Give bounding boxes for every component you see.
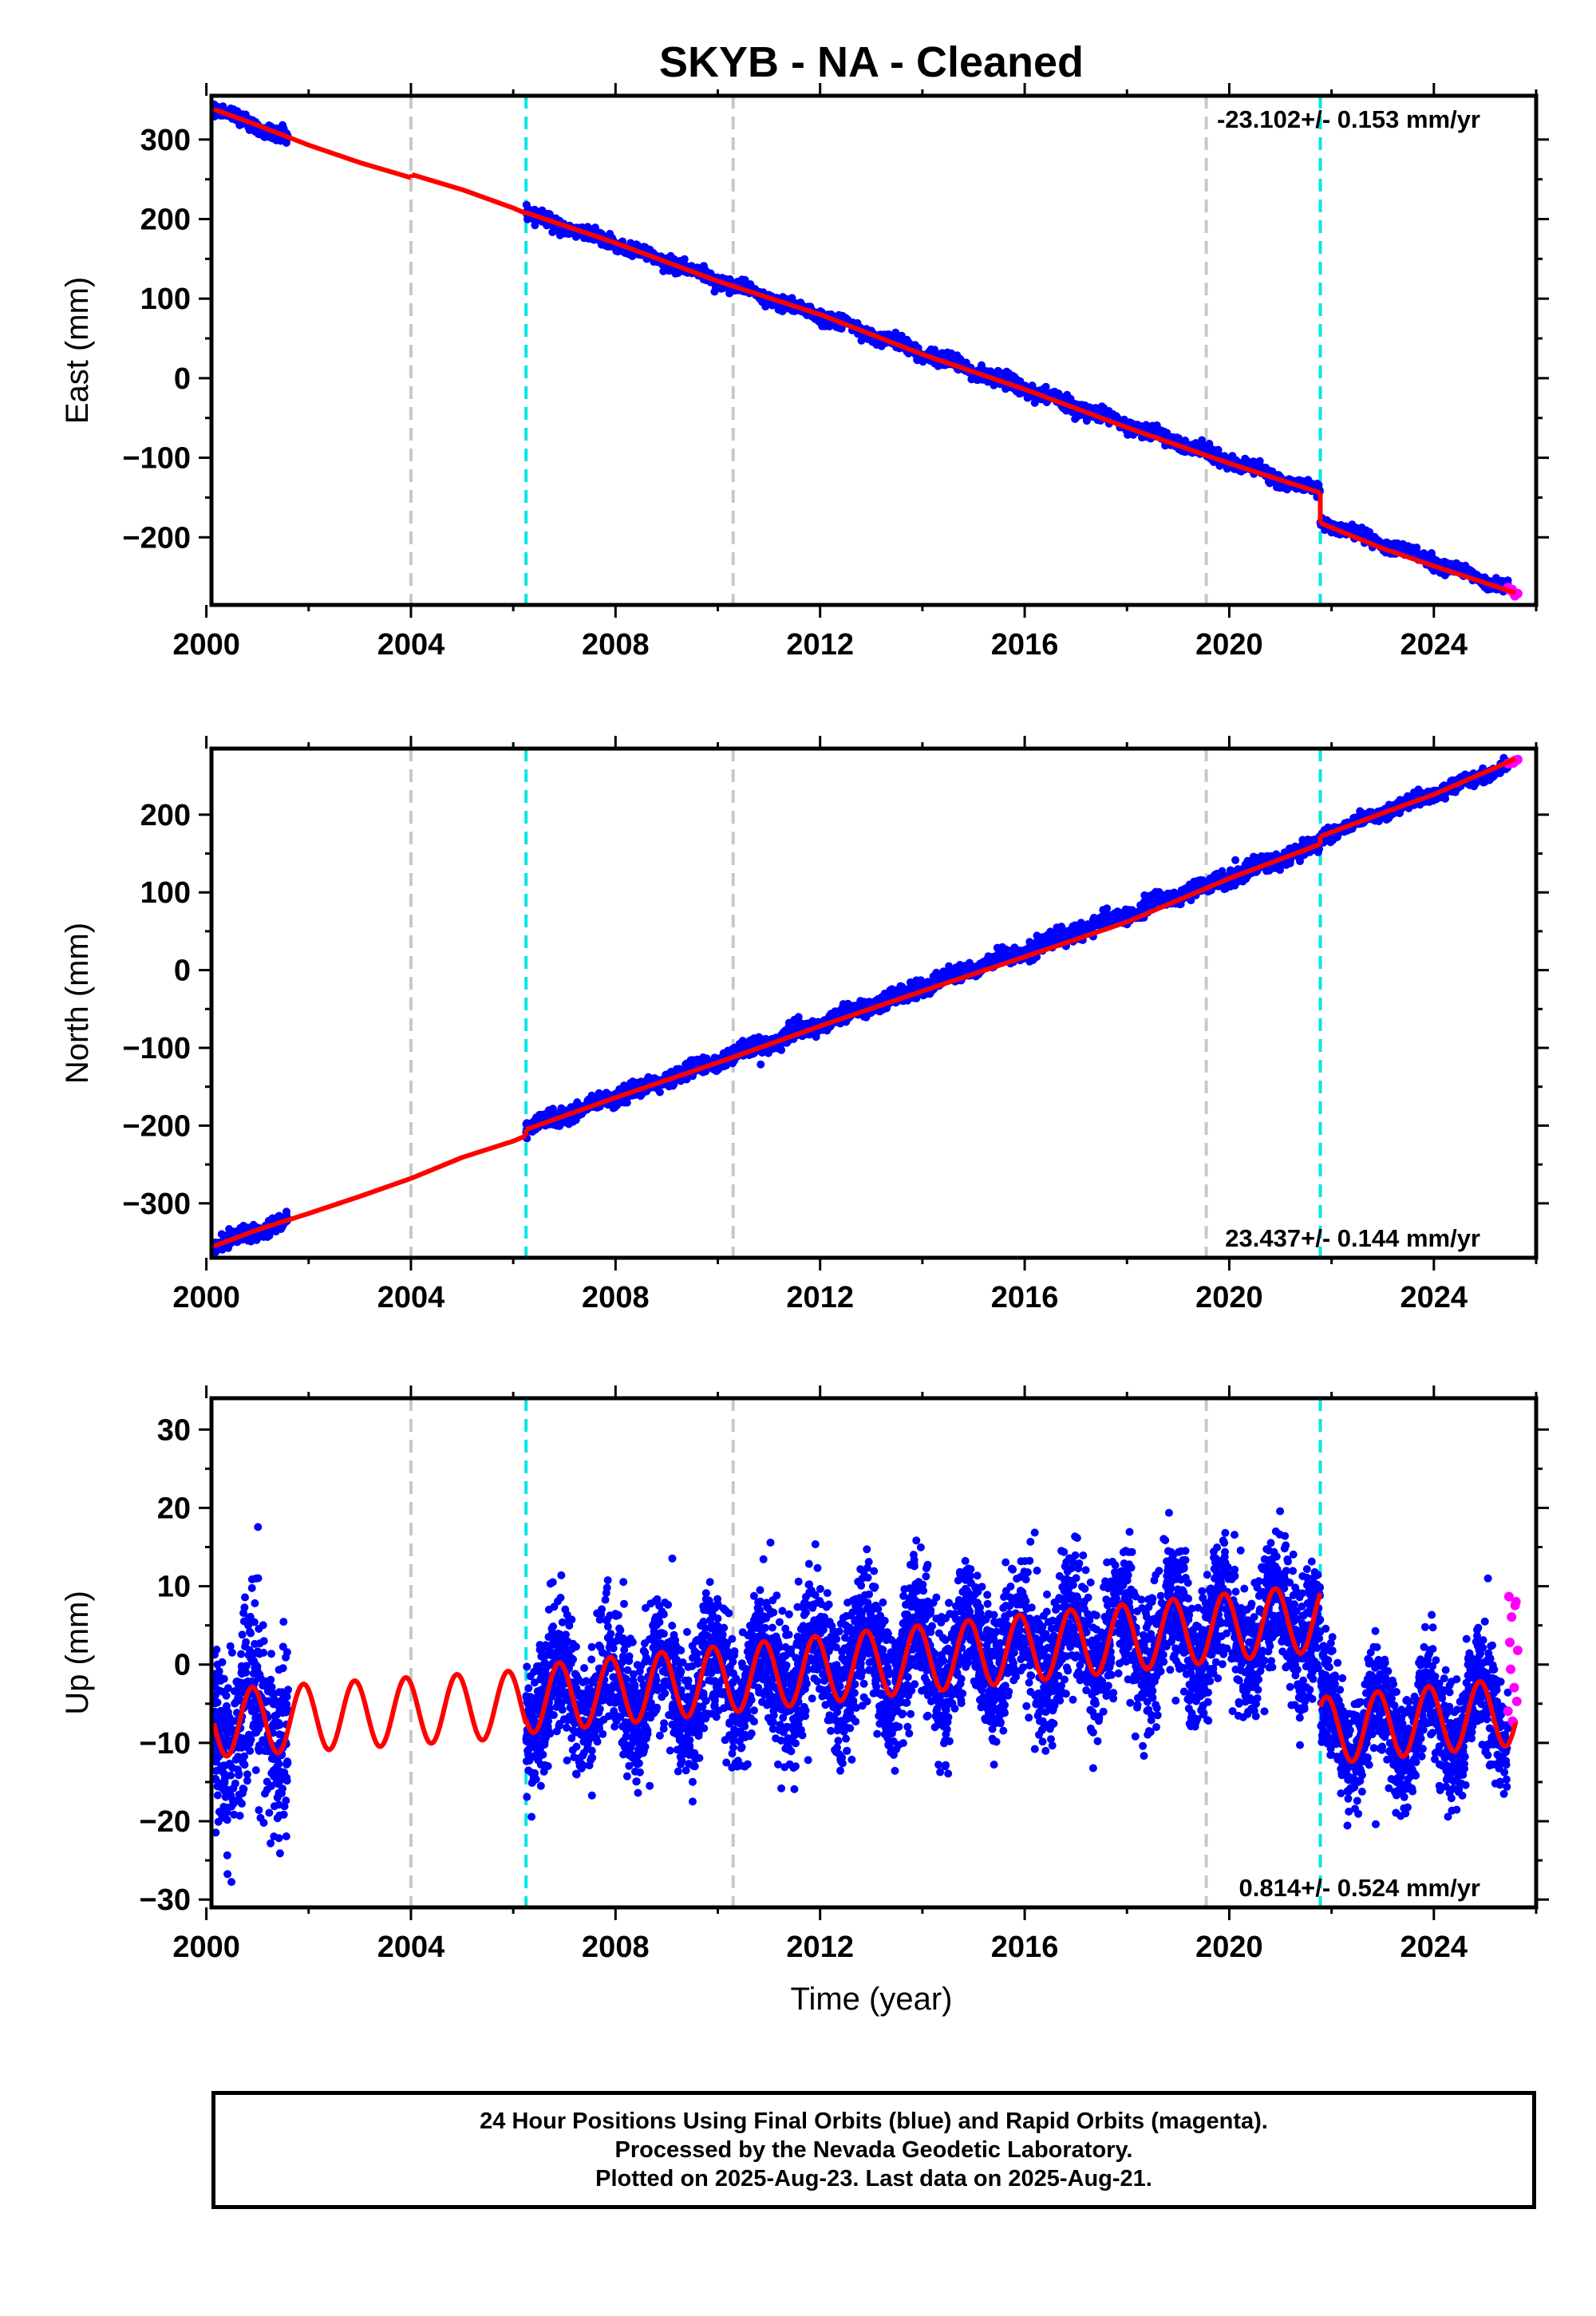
- east-final-orbit-point-2469: [1048, 389, 1057, 398]
- east-final-orbit-point-3095: [1397, 544, 1406, 553]
- east-final-orbit-point-3071: [1352, 524, 1361, 532]
- north-final-orbit-point-940: [912, 976, 921, 985]
- east-x-tick-label-5: 2020: [1195, 628, 1263, 662]
- east-final-orbit-point-2417: [998, 369, 1006, 377]
- east-final-orbit-point-1831: [926, 345, 935, 354]
- east-y-tick-label-4: −100: [122, 442, 191, 476]
- east-final-orbit-point-2497: [545, 210, 554, 219]
- east-model-line-0: [213, 107, 412, 180]
- panels: 2000 2004 2008 2012 2016 2020 2024 300 200 100 0 −1…: [60, 83, 1549, 1964]
- east-model-line-1: [411, 172, 527, 216]
- east-y-tick-label-5: −200: [122, 521, 191, 555]
- east-final-orbit-point-2338: [1266, 479, 1274, 488]
- east-x-tick-label-1: 2004: [377, 628, 445, 662]
- east-y-tick-label-0: 300: [140, 124, 191, 157]
- east-final-orbit-point-2411: [758, 298, 766, 306]
- panel-north: 2000 2004 2008 2012 2016 2020 20242001000−100−…: [60, 736, 1549, 1314]
- east-final-orbit-point-211: [253, 127, 262, 136]
- north-final-orbit-point-196: [259, 1229, 267, 1238]
- east-y-tick-label-1: 200: [140, 204, 191, 237]
- east-final-orbit-point-2340: [913, 356, 922, 365]
- east-final-orbit-point-2374: [627, 251, 636, 260]
- east-model-step-1: [409, 173, 415, 179]
- north-final-orbit-point-216: [245, 1236, 254, 1245]
- east-final-orbit-point-2527: [911, 341, 919, 350]
- north-final-orbit-point-1284: [1231, 856, 1240, 864]
- east-model-line-3: [1319, 520, 1517, 595]
- east-final-orbit-point-2358: [741, 275, 749, 284]
- east-final-orbit-point-2454: [825, 322, 834, 331]
- east-final-orbit-point-2018: [857, 336, 866, 345]
- east-final-orbit-point-2181: [1071, 415, 1080, 423]
- east-final-orbit-point-2476: [815, 318, 824, 326]
- east-x-tick-label-2: 2008: [582, 628, 650, 662]
- east-frame: [209, 93, 1539, 607]
- north-final-orbit-point-215: [265, 1227, 274, 1235]
- east-final-orbit-point-2473: [680, 255, 689, 263]
- east-final-orbit-point-3049: [1442, 559, 1451, 567]
- east-rate-label: -23.102+/- 0.153 mm/yr: [1217, 105, 1480, 133]
- east-final-orbit-point-2008: [1255, 456, 1264, 465]
- east-final-orbit-point-2496: [1091, 404, 1100, 413]
- east-final-orbit-point-2400: [626, 239, 635, 247]
- chart-title: SKYB - NA - Cleaned: [659, 38, 1084, 86]
- east-x-tick-label-3: 2012: [786, 628, 854, 662]
- east-x-tick-label-0: 2000: [172, 628, 240, 662]
- east-final-orbit-point-2253: [674, 269, 682, 278]
- north-plot-area: [211, 749, 1523, 1258]
- east-final-orbit-point-3048: [1428, 552, 1436, 560]
- east-final-orbit-point-3091: [1408, 547, 1417, 556]
- east-final-orbit-point-2405: [710, 287, 719, 296]
- east-final-orbit-point-2420: [973, 376, 981, 384]
- east-final-orbit-point-2375: [768, 301, 776, 310]
- east-final-orbit-point-198: [279, 121, 287, 129]
- east-final-orbit-point-2505: [1062, 406, 1071, 415]
- east-final-orbit-point-3083: [1420, 549, 1428, 558]
- east-final-orbit-point-2481: [1041, 382, 1050, 391]
- east-plot-area: [211, 96, 1523, 605]
- east-final-orbit-point-2323: [954, 354, 963, 363]
- east-model-line-2: [525, 210, 1321, 496]
- east-final-orbit-point-2349: [552, 226, 561, 235]
- east-final-orbit-point-2216: [746, 280, 755, 289]
- east-x-tick-label-6: 2024: [1400, 628, 1468, 662]
- north-final-orbit-point-195: [239, 1223, 247, 1232]
- east-final-orbit-point-2237: [1249, 457, 1258, 466]
- east-final-orbit-point-2071: [1261, 464, 1270, 472]
- east-y-tick-label-2: 100: [140, 283, 191, 316]
- east-x-tick-label-4: 2016: [991, 628, 1059, 662]
- east-y-tick-label-3: 0: [174, 362, 191, 396]
- panel-east: 2000 2004 2008 2012 2016 2020 2024 300 200 100 0 −1…: [60, 83, 1549, 662]
- east-final-orbit-point-2494: [1301, 477, 1310, 486]
- east-y-axis-label: East (mm): [60, 277, 95, 424]
